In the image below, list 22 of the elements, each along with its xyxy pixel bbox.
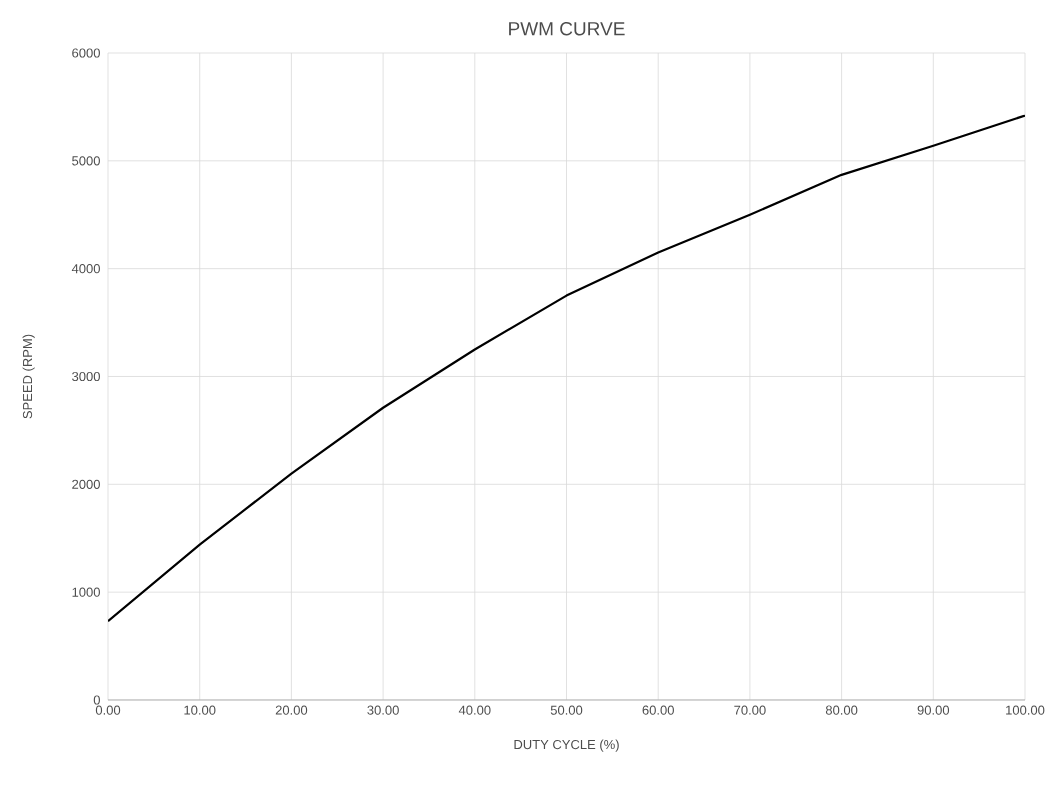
- x-tick-label: 70.00: [734, 705, 766, 715]
- x-tick-label: 40.00: [458, 705, 491, 715]
- y-tick-label: 5000: [72, 156, 100, 166]
- x-tick-label: 100.00: [1006, 705, 1045, 715]
- y-tick-label: 3000: [72, 371, 100, 382]
- x-tick-label: 10.00: [184, 705, 216, 715]
- x-axis-title: DUTY CYCLE (%): [514, 739, 619, 752]
- x-tick-label: 50.00: [550, 705, 583, 715]
- y-tick-label: 0: [93, 695, 100, 705]
- y-tick-label: 2000: [72, 479, 100, 489]
- y-tick-label: 6000: [72, 48, 100, 58]
- chart-title: PWM CURVE: [509, 22, 625, 36]
- line-series: [108, 114, 1025, 623]
- x-tick-label: 80.00: [825, 705, 858, 715]
- x-tick-label: 90.00: [917, 705, 950, 715]
- x-tick-label: 30.00: [367, 705, 399, 715]
- x-tick-label: 0.00: [95, 705, 121, 715]
- x-tick-label: 20.00: [275, 705, 308, 715]
- y-tick-label: 1000: [72, 587, 100, 597]
- y-tick-label: 4000: [71, 264, 100, 274]
- x-tick-label: 60.00: [642, 705, 674, 715]
- y-axis-title: SPEED (RPM): [22, 334, 35, 419]
